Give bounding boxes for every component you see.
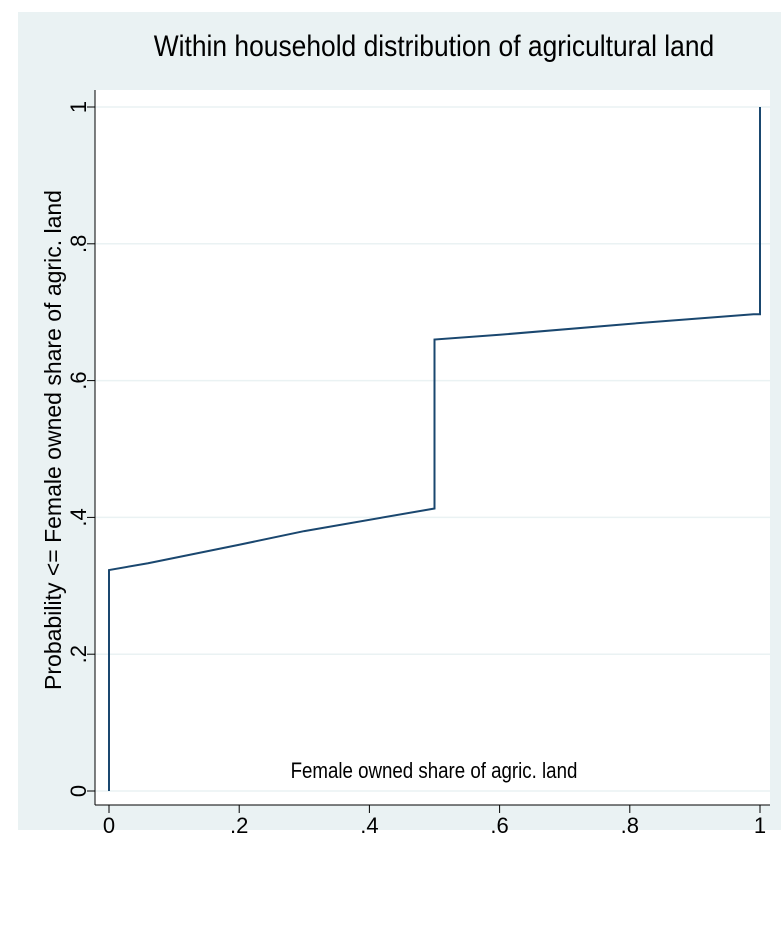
x-tick-label: .6 <box>490 813 508 838</box>
plot-area <box>95 90 770 805</box>
y-tick-label: 1 <box>66 101 91 113</box>
x-axis-title: Female owned share of agric. land <box>291 759 578 783</box>
chart-title: Within household distribution of agricul… <box>154 28 714 62</box>
x-tick-label: .4 <box>360 813 378 838</box>
y-tick-label: .2 <box>66 645 91 663</box>
y-axis-title: Probability <= Female owned share of agr… <box>40 190 66 690</box>
x-tick-label: .2 <box>230 813 248 838</box>
y-tick-label: 0 <box>66 785 91 797</box>
y-tick-label: .4 <box>66 508 91 526</box>
x-tick-label: 0 <box>103 813 115 838</box>
data-line <box>108 107 761 791</box>
x-tick-label: 1 <box>754 813 766 838</box>
y-tick-label: .8 <box>66 235 91 253</box>
y-tick-label: .6 <box>66 371 91 389</box>
x-tick-label: .8 <box>621 813 639 838</box>
